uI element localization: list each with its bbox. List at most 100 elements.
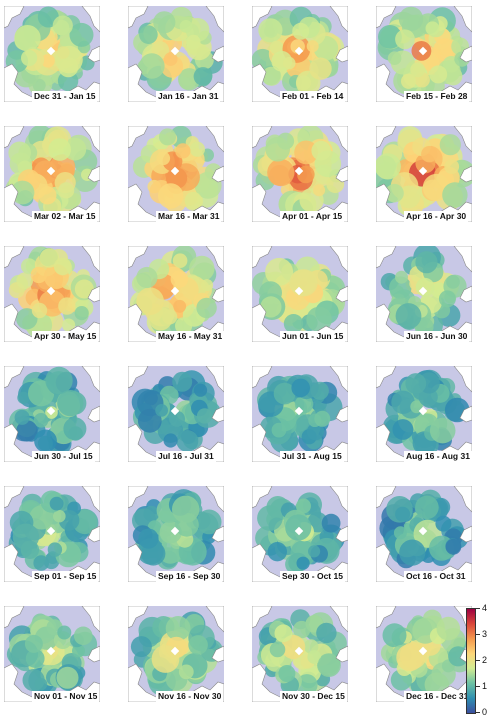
land-mass xyxy=(211,45,224,63)
map-panel: Aug 16 - Aug 31 xyxy=(376,366,472,462)
ice-thickness-patch xyxy=(57,390,84,417)
ice-thickness-patch xyxy=(421,146,438,163)
ice-thickness-patch xyxy=(170,270,189,288)
ice-thickness-patch xyxy=(262,66,282,86)
sea-ice-map xyxy=(4,486,100,582)
land-mass xyxy=(252,366,273,389)
ice-thickness-patch xyxy=(12,523,40,550)
land-mass xyxy=(335,645,348,663)
land-mass xyxy=(128,543,169,582)
ice-thickness-patch xyxy=(311,140,331,161)
panel-date-label: Oct 16 - Oct 31 xyxy=(404,571,468,582)
panel-date-label: Apr 01 - Apr 15 xyxy=(280,211,345,222)
colorbar-tickmark xyxy=(476,712,480,713)
colorbar xyxy=(466,608,476,714)
land-mass xyxy=(128,663,169,702)
map-panel: Jan 16 - Jan 31 xyxy=(128,6,224,102)
panel-date-label: Mar 02 - Mar 15 xyxy=(32,211,98,222)
ice-thickness-patch xyxy=(33,413,49,428)
land-mass xyxy=(4,183,45,222)
sea-ice-map xyxy=(4,366,100,462)
sea-ice-map xyxy=(252,606,348,702)
land-mass xyxy=(81,246,100,273)
sea-ice-map xyxy=(4,126,100,222)
panel-date-label: Aug 16 - Aug 31 xyxy=(404,451,472,462)
sea-ice-map xyxy=(252,486,348,582)
panel-date-label: Nov 30 - Dec 15 xyxy=(280,691,347,702)
panel-date-label: Jun 30 - Jul 15 xyxy=(32,451,95,462)
land-mass xyxy=(459,285,472,303)
land-mass xyxy=(128,606,149,629)
sea-ice-map xyxy=(128,486,224,582)
land-mass xyxy=(4,543,45,582)
panel-date-label: Dec 16 - Dec 31 xyxy=(404,691,471,702)
ice-thickness-patch xyxy=(296,75,312,91)
land-mass xyxy=(329,126,348,153)
sea-ice-map xyxy=(376,606,472,702)
ice-thickness-patch xyxy=(258,18,283,43)
ice-thickness-patch xyxy=(433,38,456,61)
land-mass xyxy=(4,6,25,29)
ice-thickness-patch xyxy=(269,40,284,55)
land-mass xyxy=(205,606,224,633)
ice-thickness-patch xyxy=(139,53,165,79)
land-mass xyxy=(459,45,472,63)
land-mass xyxy=(376,63,417,102)
colorbar-tickmark xyxy=(476,660,480,661)
land-mass xyxy=(453,366,472,393)
ice-thickness-patch xyxy=(196,509,222,535)
land-mass xyxy=(211,285,224,303)
land-mass xyxy=(252,6,273,29)
ice-thickness-patch xyxy=(429,65,448,84)
ice-thickness-patch xyxy=(169,410,185,427)
ice-thickness-patch xyxy=(385,183,404,203)
ice-thickness-patch xyxy=(130,636,152,658)
land-mass xyxy=(128,486,149,509)
ice-thickness-patch xyxy=(265,257,294,286)
map-panel: Jun 16 - Jun 30 xyxy=(376,246,472,342)
land-mass xyxy=(81,366,100,393)
ice-thickness-patch xyxy=(405,373,427,394)
map-panel: Sep 30 - Oct 15 xyxy=(252,486,348,582)
north-pole-marker xyxy=(46,406,56,416)
ice-thickness-patch xyxy=(391,390,415,414)
map-panel: Dec 16 - Dec 31 xyxy=(376,606,472,702)
colorbar-tick-label: 0 xyxy=(482,707,488,717)
ice-thickness-patch xyxy=(291,378,310,398)
ice-thickness-patch xyxy=(273,382,296,405)
ice-thickness-patch xyxy=(314,410,331,427)
ice-thickness-patch xyxy=(415,277,435,297)
map-panel: Mar 16 - Mar 31 xyxy=(128,126,224,222)
ice-thickness-patch xyxy=(175,143,191,159)
ice-thickness-patch xyxy=(25,649,45,668)
ice-thickness-patch xyxy=(30,266,47,284)
panel-date-label: Apr 30 - May 15 xyxy=(32,331,99,342)
ice-thickness-patch xyxy=(444,159,460,174)
sea-ice-map xyxy=(128,366,224,462)
sea-ice-map xyxy=(376,486,472,582)
ice-thickness-patch xyxy=(387,51,402,65)
panel-date-label: Feb 15 - Feb 28 xyxy=(404,91,470,102)
ice-thickness-patch xyxy=(158,183,184,209)
land-mass xyxy=(87,525,100,543)
ice-thickness-patch xyxy=(196,297,217,319)
sea-ice-map xyxy=(128,606,224,702)
panel-date-label: Sep 16 - Sep 30 xyxy=(156,571,223,582)
land-mass xyxy=(376,663,417,702)
land-mass xyxy=(376,6,397,29)
land-mass xyxy=(376,423,417,462)
ice-thickness-patch xyxy=(155,404,168,417)
panel-date-label: Nov 01 - Nov 15 xyxy=(32,691,100,702)
ice-thickness-patch xyxy=(292,22,310,40)
land-mass xyxy=(376,366,397,389)
ice-thickness-patch xyxy=(14,25,41,52)
sea-ice-map xyxy=(252,126,348,222)
land-mass xyxy=(376,183,417,222)
north-pole-marker xyxy=(418,46,428,56)
land-mass xyxy=(252,486,273,509)
land-mass xyxy=(4,663,45,702)
ice-thickness-patch xyxy=(62,318,76,332)
land-mass xyxy=(335,285,348,303)
land-mass xyxy=(128,423,169,462)
land-mass xyxy=(87,405,100,423)
